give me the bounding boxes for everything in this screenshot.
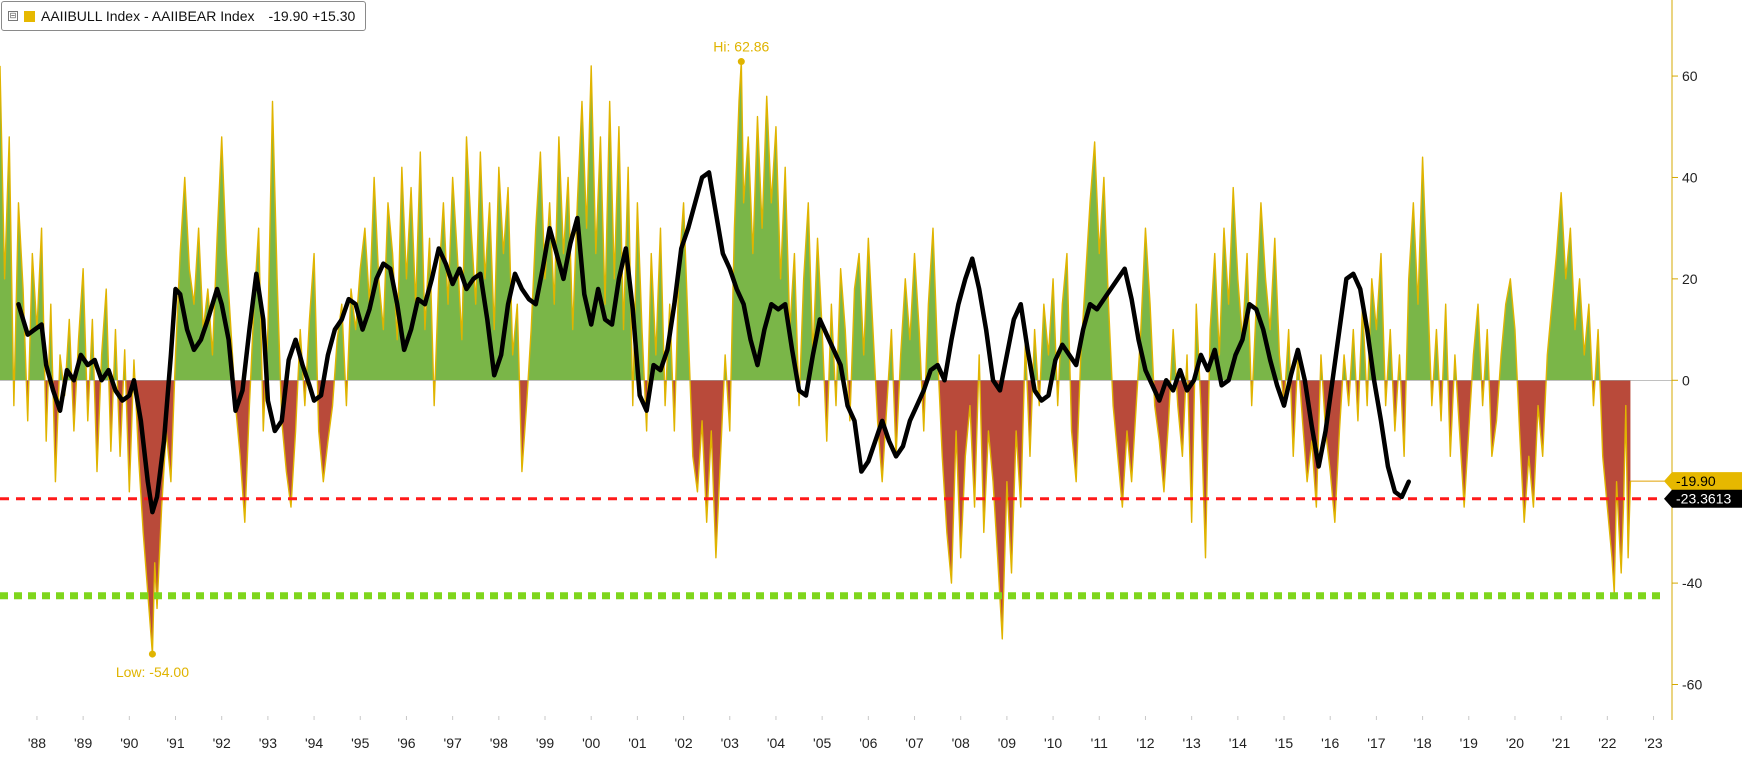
x-tick-label: '20 [1506, 735, 1524, 751]
y-tick-label: 40 [1682, 169, 1698, 185]
x-tick-label: '14 [1229, 735, 1247, 751]
x-tick-label: '00 [582, 735, 600, 751]
weekly-spread-line [0, 60, 1632, 655]
x-tick-label: '10 [1044, 735, 1062, 751]
legend-label: AAIIBULL Index - AAIIBEAR Index [41, 8, 255, 24]
x-tick-label: '01 [628, 735, 646, 751]
y-tick-label: -60 [1682, 677, 1702, 693]
x-tick-label: '21 [1552, 735, 1570, 751]
x-tick-label: '93 [259, 735, 277, 751]
x-tick-label: '99 [536, 735, 554, 751]
x-tick-label: '92 [213, 735, 231, 751]
y-tick-label: 20 [1682, 271, 1698, 287]
y-tick-label: 60 [1682, 68, 1698, 84]
last-value-tag-label-0: -19.90 [1676, 473, 1716, 489]
x-tick-label: '11 [1091, 735, 1108, 751]
x-tick-label: '96 [397, 735, 415, 751]
x-tick-label: '05 [813, 735, 831, 751]
x-tick-label: '23 [1644, 735, 1662, 751]
legend[interactable]: ⊟ AAIIBULL Index - AAIIBEAR Index -19.90… [1, 1, 367, 31]
x-tick-label: '13 [1183, 735, 1201, 751]
legend-values: -19.90 +15.30 [268, 8, 356, 24]
x-tick-label: '90 [120, 735, 138, 751]
x-tick-label: '89 [74, 735, 92, 751]
x-tick-label: '22 [1598, 735, 1616, 751]
y-tick-label: 0 [1682, 372, 1690, 388]
x-tick-label: '18 [1413, 735, 1431, 751]
last-value-tag-1 [1664, 489, 1742, 508]
x-tick-label: '09 [998, 735, 1016, 751]
x-tick-label: '02 [674, 735, 692, 751]
x-tick-label: '94 [305, 735, 323, 751]
x-tick-label: '97 [444, 735, 462, 751]
annotation-label-1: Low: -54.00 [116, 664, 189, 680]
annotation-marker-1 [148, 650, 156, 658]
x-tick-label: '07 [905, 735, 923, 751]
last-value-tag-label-1: -23.3613 [1676, 491, 1731, 507]
x-tick-label: '19 [1460, 735, 1478, 751]
x-tick-label: '04 [767, 735, 785, 751]
moving-average-line [16, 170, 1411, 515]
positive-area [0, 61, 1600, 381]
x-tick-label: '88 [28, 735, 46, 751]
annotation-marker-0 [737, 58, 745, 66]
x-tick-label: '95 [351, 735, 369, 751]
last-value-tag-0 [1664, 472, 1742, 491]
legend-collapse-icon[interactable]: ⊟ [8, 11, 18, 21]
x-tick-label: '03 [721, 735, 739, 751]
x-tick-label: '16 [1321, 735, 1339, 751]
annotation-label-0: Hi: 62.86 [713, 39, 769, 55]
negative-area [13, 380, 1631, 655]
x-tick-label: '91 [166, 735, 184, 751]
legend-swatch [24, 10, 35, 22]
x-tick-label: '06 [859, 735, 877, 751]
x-tick-label: '15 [1275, 735, 1293, 751]
x-tick-label: '98 [490, 735, 508, 751]
x-tick-label: '08 [952, 735, 970, 751]
x-tick-label: '12 [1136, 735, 1154, 751]
x-tick-label: '17 [1367, 735, 1385, 751]
y-tick-label: -40 [1682, 575, 1702, 591]
